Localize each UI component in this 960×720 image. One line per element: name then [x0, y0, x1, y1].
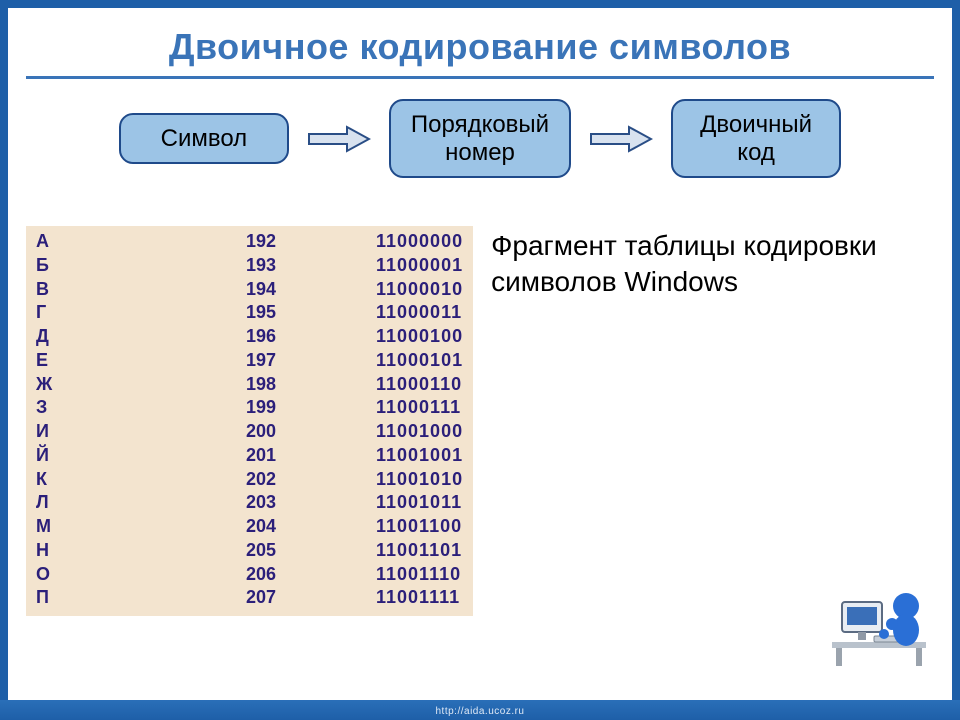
cell-symbol: Е [36, 349, 246, 373]
cell-decimal: 201 [246, 444, 376, 468]
cell-symbol: Б [36, 254, 246, 278]
cell-binary: 11001000 [376, 420, 463, 444]
cell-decimal: 203 [246, 491, 376, 515]
lower-row: А19211000000Б19311000001В19411000010Г195… [26, 226, 934, 616]
cell-decimal: 196 [246, 325, 376, 349]
cell-decimal: 199 [246, 396, 376, 420]
cell-symbol: Д [36, 325, 246, 349]
flow-box-binary: Двоичный код [671, 99, 841, 178]
cell-binary: 11001110 [376, 563, 463, 587]
cell-symbol: И [36, 420, 246, 444]
cell-binary: 11000011 [376, 301, 463, 325]
cell-binary: 11001100 [376, 515, 463, 539]
cell-binary: 11000111 [376, 396, 463, 420]
frame-bottom: http://aida.ucoz.ru [0, 700, 960, 720]
table-row: Е19711000101 [36, 349, 463, 373]
table-row: И20011001000 [36, 420, 463, 444]
table-caption: Фрагмент таблицы кодировки символов Wind… [491, 226, 934, 300]
flow-box-ordinal-l2: номер [445, 139, 515, 166]
cell-binary: 11000100 [376, 325, 463, 349]
flow-box-ordinal-l1: Порядковый [411, 111, 549, 138]
frame-right [952, 0, 960, 720]
cell-symbol: Н [36, 539, 246, 563]
cell-decimal: 204 [246, 515, 376, 539]
encoding-table: А19211000000Б19311000001В19411000010Г195… [26, 226, 473, 616]
cell-binary: 11001111 [376, 586, 463, 610]
cell-symbol: П [36, 586, 246, 610]
flow-box-binary-l2: код [737, 139, 775, 166]
table-row: Д19611000100 [36, 325, 463, 349]
table-row: М20411001100 [36, 515, 463, 539]
cell-binary: 11000010 [376, 278, 463, 302]
table-row: П20711001111 [36, 586, 463, 610]
cell-symbol: О [36, 563, 246, 587]
cell-decimal: 194 [246, 278, 376, 302]
title-rule [26, 76, 934, 79]
cell-decimal: 202 [246, 468, 376, 492]
cell-decimal: 198 [246, 373, 376, 397]
cell-binary: 11000101 [376, 349, 463, 373]
arrow-icon [307, 124, 371, 154]
cell-symbol: В [36, 278, 246, 302]
table-row: Н20511001101 [36, 539, 463, 563]
cell-decimal: 200 [246, 420, 376, 444]
table-row: Г19511000011 [36, 301, 463, 325]
cell-binary: 11001010 [376, 468, 463, 492]
cell-symbol: З [36, 396, 246, 420]
cell-symbol: А [36, 230, 246, 254]
flow-box-symbol: Символ [119, 113, 289, 165]
frame-left [0, 0, 8, 720]
cell-decimal: 197 [246, 349, 376, 373]
table-row: Б19311000001 [36, 254, 463, 278]
cell-decimal: 193 [246, 254, 376, 278]
cell-decimal: 206 [246, 563, 376, 587]
table-row: К20211001010 [36, 468, 463, 492]
table-row: Ж19811000110 [36, 373, 463, 397]
cell-decimal: 205 [246, 539, 376, 563]
mascot-icon [824, 580, 934, 670]
cell-symbol: Ж [36, 373, 246, 397]
slide-content: Двоичное кодирование символов Символ Пор… [8, 8, 952, 700]
flow-diagram: Символ Порядковый номер Двоичный код [26, 99, 934, 178]
cell-binary: 11001101 [376, 539, 463, 563]
cell-symbol: К [36, 468, 246, 492]
flow-box-binary-l1: Двоичный [700, 111, 812, 138]
cell-binary: 11001011 [376, 491, 463, 515]
table-row: Й20111001001 [36, 444, 463, 468]
cell-binary: 11000000 [376, 230, 463, 254]
cell-symbol: М [36, 515, 246, 539]
cell-symbol: Л [36, 491, 246, 515]
arrow-icon [589, 124, 653, 154]
page-title: Двоичное кодирование символов [26, 20, 934, 76]
table-row: З19911000111 [36, 396, 463, 420]
cell-decimal: 192 [246, 230, 376, 254]
cell-binary: 11000001 [376, 254, 463, 278]
cell-symbol: Г [36, 301, 246, 325]
table-row: О20611001110 [36, 563, 463, 587]
footer-url: http://aida.ucoz.ru [436, 706, 525, 717]
flow-box-ordinal: Порядковый номер [389, 99, 571, 178]
cell-decimal: 195 [246, 301, 376, 325]
cell-decimal: 207 [246, 586, 376, 610]
cell-binary: 11000110 [376, 373, 463, 397]
table-row: В19411000010 [36, 278, 463, 302]
cell-binary: 11001001 [376, 444, 463, 468]
table-row: Л20311001011 [36, 491, 463, 515]
frame-top [0, 0, 960, 8]
table-row: А19211000000 [36, 230, 463, 254]
cell-symbol: Й [36, 444, 246, 468]
